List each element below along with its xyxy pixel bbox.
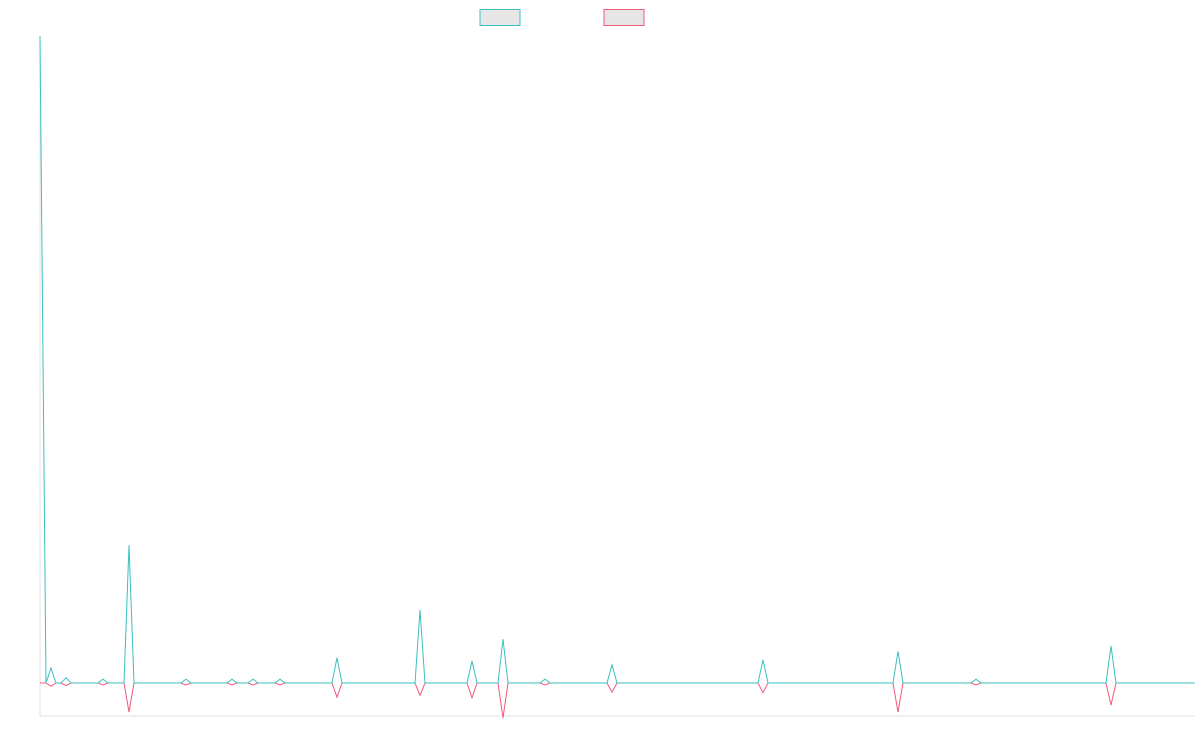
legend-swatch [479,9,521,26]
legend-swatch [603,9,645,26]
series-line [40,682,1195,719]
series-line [39,35,1195,684]
